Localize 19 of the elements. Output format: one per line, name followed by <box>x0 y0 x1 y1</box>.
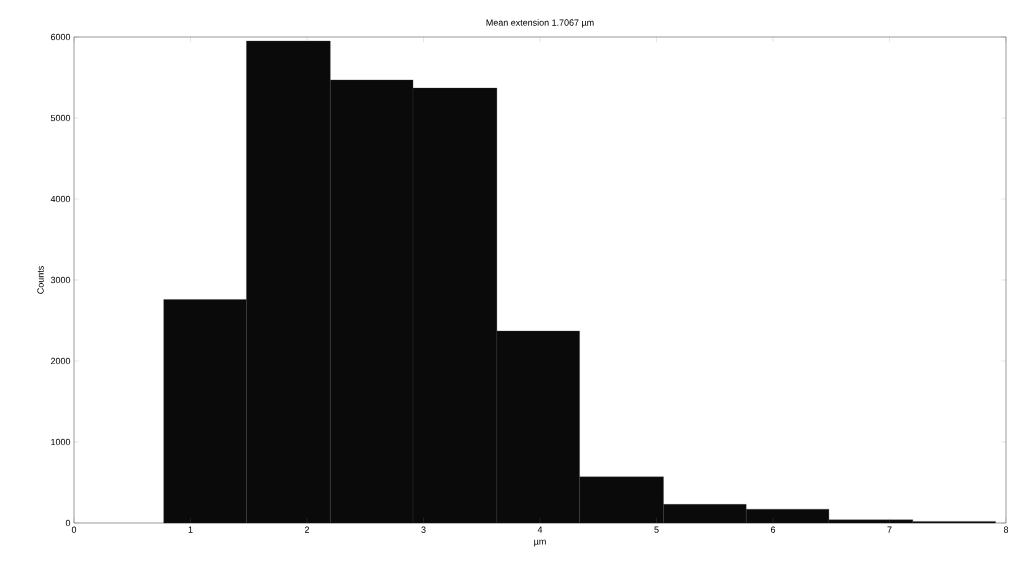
x-tick-label: 8 <box>1003 526 1009 533</box>
y-tick-label: 3000 <box>50 276 71 284</box>
y-axis-title: Counts <box>37 266 44 294</box>
y-tick-label: 6000 <box>50 33 71 41</box>
y-tick-label: 0 <box>65 519 71 527</box>
y-tick-label: 5000 <box>50 114 71 122</box>
x-tick-label: 4 <box>537 526 543 533</box>
x-tick-label: 0 <box>71 526 77 533</box>
x-tick-label: 5 <box>654 526 659 533</box>
y-tick-label: 4000 <box>50 195 71 203</box>
x-tick-label: 7 <box>887 526 892 533</box>
x-tick-label: 3 <box>421 526 426 533</box>
chart-title: Mean extension 1.7067 µm <box>486 19 594 28</box>
x-tick-label: 6 <box>770 526 776 533</box>
y-tick-label: 1000 <box>51 438 71 446</box>
x-tick-label: 2 <box>304 526 310 533</box>
x-axis-title: µm <box>534 539 546 547</box>
y-tick-label: 2000 <box>50 357 71 365</box>
x-tick-label: 1 <box>188 526 193 533</box>
